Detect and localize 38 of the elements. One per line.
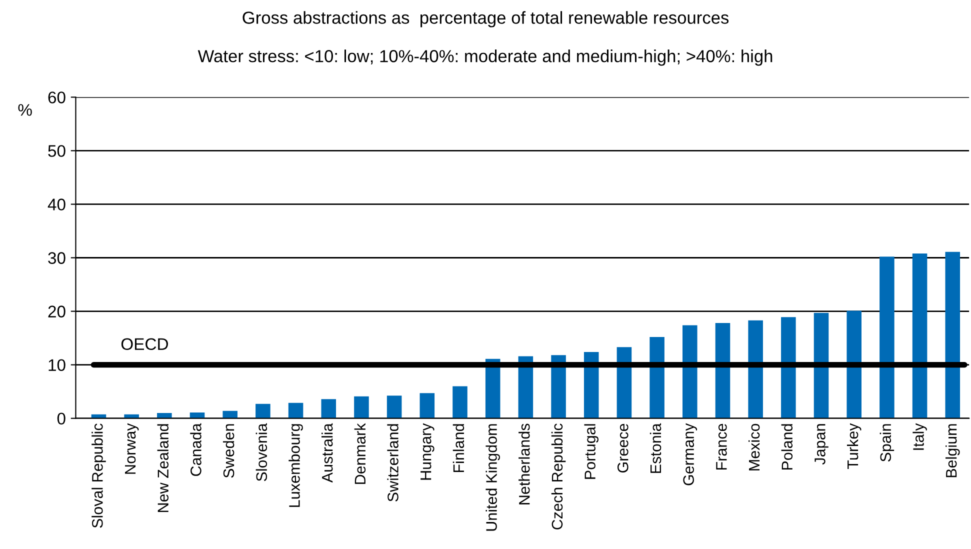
x-tick-label: Germany [683, 423, 698, 486]
x-tick-label: Finland [452, 424, 464, 472]
x-tick-label: Czech Republic [551, 424, 566, 530]
x-tick-label: Sloval Republic [92, 424, 106, 528]
x-tick-label: Turkey [846, 423, 862, 469]
x-tick-label: Belgium [946, 424, 960, 478]
x-tick-label: United Kingdom [486, 424, 500, 531]
x-tick-label: Greece [617, 424, 628, 473]
x-tick-label: Poland [781, 424, 793, 470]
chart-title: Gross abstractions as percentage of total renewable resources [242, 11, 729, 28]
x-tick-label: Japan [814, 424, 828, 465]
x-tick-label: Slovenia [256, 423, 268, 482]
chart-subtitle: Water stress: <10: low; 10%-40%: moderate and medium-high; >40%: high [198, 50, 772, 66]
x-tick-label: Estonia [650, 423, 662, 473]
x-tick-label: Switzerland [387, 424, 398, 502]
y-tick-label: 50 [48, 145, 66, 157]
x-tick-label: Italy [912, 423, 927, 450]
y-tick-label: 40 [48, 198, 66, 210]
y-tick-label: 20 [48, 306, 66, 318]
x-tick-label: Canada [190, 423, 202, 476]
x-tick-label: New Zealand [157, 424, 169, 512]
x-tick-label: Hungary [420, 423, 434, 480]
x-tick-label: Norway [125, 423, 139, 474]
x-tick-label: Sweden [222, 424, 234, 478]
x-tick-label: Australia [322, 423, 333, 483]
x-tick-label: Spain [880, 424, 894, 462]
y-tick-label: 0 [57, 412, 66, 425]
y-tick-label: 60 [48, 92, 66, 104]
y-tick-label: 30 [48, 252, 66, 264]
x-tick-label: France [716, 424, 727, 470]
x-tick-label: Luxembourg [288, 424, 303, 507]
x-tick-label: Mexico [748, 424, 760, 470]
y-tick-label: 10 [48, 359, 66, 372]
x-tick-label: Denmark [354, 423, 366, 484]
ref-line-label: OECD [121, 338, 168, 350]
x-tick-label: Netherlands [518, 424, 530, 504]
x-tick-label: Portugal [584, 424, 598, 479]
y-axis-title: % [18, 104, 32, 116]
